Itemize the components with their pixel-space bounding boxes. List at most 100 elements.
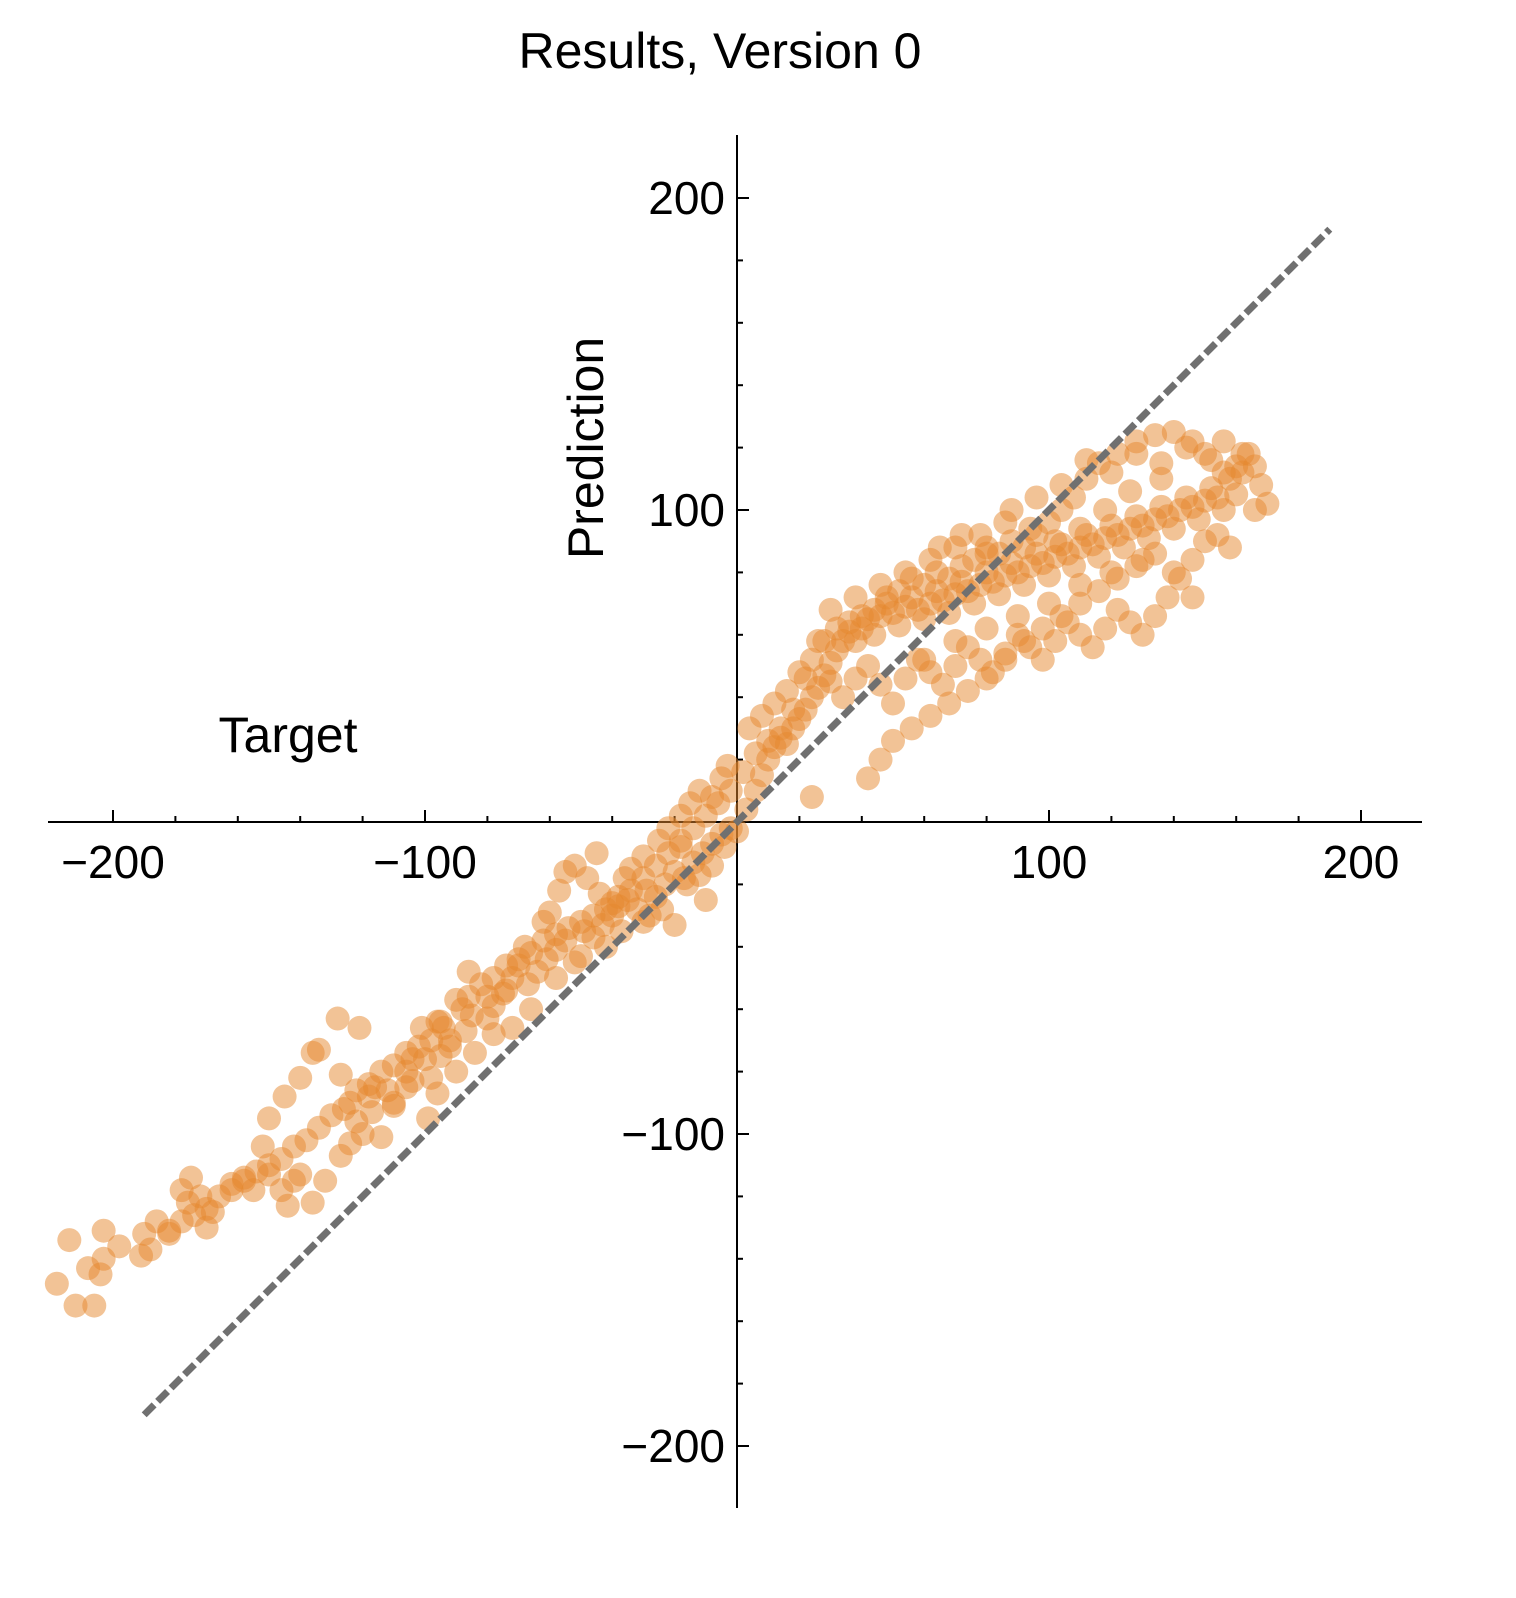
- data-point: [138, 1237, 163, 1262]
- data-point: [856, 766, 881, 791]
- data-point: [968, 522, 993, 547]
- data-point: [1068, 591, 1093, 616]
- data-point: [868, 747, 893, 772]
- data-point: [369, 1125, 394, 1150]
- data-point: [887, 613, 912, 638]
- data-point: [519, 997, 544, 1022]
- data-point: [1086, 579, 1111, 604]
- x-tick-label: −200: [61, 836, 165, 888]
- data-point: [962, 591, 987, 616]
- data-point: [250, 1134, 275, 1159]
- x-tick-label: 200: [1323, 836, 1400, 888]
- data-point: [288, 1065, 313, 1090]
- data-point: [1211, 429, 1236, 454]
- data-point: [1199, 448, 1224, 473]
- reference-line: [141, 226, 1333, 1418]
- data-point: [881, 691, 905, 716]
- data-point: [1074, 466, 1099, 491]
- data-point: [693, 888, 718, 912]
- x-tick-label: 100: [1011, 836, 1088, 888]
- data-point: [781, 697, 806, 722]
- data-point: [1230, 441, 1255, 466]
- data-point: [328, 1062, 353, 1087]
- data-point: [569, 944, 593, 969]
- y-tick-label: 100: [648, 484, 725, 536]
- data-point: [381, 1090, 406, 1115]
- data-point: [1186, 507, 1211, 532]
- data-point: [1174, 435, 1199, 460]
- y-tick-label: −100: [621, 1108, 725, 1160]
- data-point: [818, 597, 843, 622]
- data-point: [82, 1293, 107, 1318]
- data-point: [1099, 560, 1124, 585]
- data-point: [868, 672, 893, 697]
- data-point: [547, 878, 572, 903]
- data-point: [1111, 535, 1136, 560]
- data-point: [288, 1162, 313, 1187]
- data-point: [1249, 473, 1274, 498]
- data-point: [1130, 547, 1155, 572]
- data-point: [731, 760, 756, 785]
- data-point: [347, 1015, 372, 1040]
- data-point: [444, 1059, 469, 1084]
- data-point: [1099, 460, 1124, 485]
- data-point: [1130, 622, 1155, 647]
- data-point: [63, 1293, 88, 1318]
- data-point: [553, 859, 578, 884]
- data-point: [893, 666, 918, 691]
- data-point: [481, 1022, 506, 1047]
- data-point: [1143, 423, 1168, 448]
- data-point: [350, 1122, 375, 1146]
- data-point: [862, 622, 887, 647]
- y-tick-label: −200: [621, 1420, 725, 1472]
- data-point: [313, 1168, 338, 1193]
- data-point: [943, 535, 968, 560]
- data-point: [1093, 616, 1118, 641]
- x-tick-label: −100: [373, 836, 477, 888]
- data-point: [943, 629, 968, 654]
- data-point: [831, 685, 856, 710]
- data-point: [912, 647, 937, 672]
- data-point: [856, 654, 881, 678]
- data-point: [1161, 516, 1186, 541]
- data-point: [987, 582, 1012, 607]
- data-point: [544, 966, 569, 990]
- data-point: [272, 1084, 297, 1109]
- data-point: [1024, 485, 1049, 510]
- data-point: [843, 585, 868, 610]
- data-point: [107, 1234, 132, 1259]
- data-point: [57, 1228, 82, 1253]
- data-point: [743, 741, 768, 766]
- data-point: [1143, 604, 1168, 629]
- data-point: [593, 934, 618, 959]
- data-point: [1180, 585, 1205, 610]
- data-point: [1124, 441, 1149, 466]
- data-point: [1161, 560, 1186, 585]
- data-point: [1224, 482, 1249, 507]
- data-point: [450, 997, 475, 1022]
- data-point: [918, 547, 943, 572]
- data-point: [1242, 498, 1267, 522]
- data-point: [974, 616, 999, 641]
- data-point: [899, 716, 924, 741]
- data-point: [943, 654, 968, 678]
- data-point: [1005, 604, 1030, 629]
- data-point: [1043, 529, 1068, 554]
- data-point: [974, 666, 999, 691]
- data-point: [1030, 647, 1055, 672]
- data-point: [1080, 635, 1105, 660]
- y-tick-label: 200: [648, 172, 725, 224]
- data-points: [44, 420, 1280, 1318]
- data-point: [1030, 616, 1055, 641]
- data-point: [893, 560, 918, 585]
- chart-title: Results, Version 0: [519, 23, 922, 79]
- data-point: [425, 1081, 450, 1106]
- data-point: [974, 541, 999, 566]
- data-point: [44, 1271, 69, 1296]
- data-point: [1217, 535, 1242, 560]
- data-point: [462, 1040, 487, 1065]
- data-point: [631, 909, 656, 934]
- data-point: [930, 672, 955, 697]
- data-point: [275, 1193, 300, 1218]
- data-point: [500, 1015, 525, 1040]
